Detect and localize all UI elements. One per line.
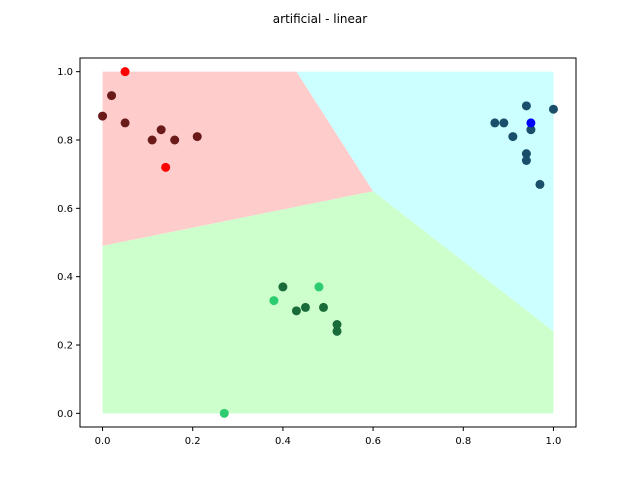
x-axis-ticks: 0.0 0.2 0.4 0.6 0.8 1.0 <box>95 427 562 447</box>
data-point <box>192 132 202 142</box>
data-point <box>156 125 166 135</box>
data-point <box>314 282 324 292</box>
axes-frame <box>79 57 577 428</box>
y-tick-label: 0.4 <box>57 272 73 283</box>
decision-regions <box>102 71 554 414</box>
data-point <box>300 302 310 312</box>
x-tick-label: 0.6 <box>365 436 381 447</box>
y-tick-label: 0.2 <box>57 341 73 352</box>
data-point <box>526 125 536 135</box>
data-point <box>526 118 536 128</box>
x-tick-label: 0.8 <box>455 436 471 447</box>
data-point <box>291 306 301 316</box>
region-cyan <box>296 71 554 332</box>
data-point <box>535 179 545 189</box>
data-point <box>107 91 117 101</box>
data-point <box>170 135 180 145</box>
data-point <box>318 302 328 312</box>
y-tick-label: 0.8 <box>57 136 73 147</box>
data-point <box>508 132 518 142</box>
data-point <box>499 118 509 128</box>
data-point <box>269 296 279 306</box>
data-point <box>120 67 130 77</box>
data-point <box>548 104 558 114</box>
data-point <box>332 320 342 329</box>
data-point <box>98 111 108 121</box>
data-point <box>521 149 531 159</box>
data-point <box>490 118 500 128</box>
data-point <box>521 156 531 165</box>
region-green <box>102 191 554 414</box>
data-point <box>219 408 229 418</box>
data-point <box>120 118 130 128</box>
y-tick-label: 1.0 <box>57 67 73 78</box>
x-tick-label: 1.0 <box>546 436 562 447</box>
y-tick-label: 0.0 <box>57 409 73 420</box>
y-tick-label: 0.6 <box>57 204 73 215</box>
data-point <box>521 101 531 111</box>
x-tick-label: 0.2 <box>185 436 201 447</box>
scatter-points <box>98 67 558 418</box>
data-point <box>161 162 171 172</box>
region-red <box>102 71 374 246</box>
data-point <box>278 282 288 292</box>
x-tick-label: 0.0 <box>95 436 111 447</box>
data-point <box>332 326 342 336</box>
x-tick-label: 0.4 <box>275 436 291 447</box>
data-point <box>147 135 157 145</box>
y-axis-ticks: 0.0 0.2 0.4 0.6 0.8 1.0 <box>57 67 80 420</box>
chart-title: artificial - linear <box>273 12 367 26</box>
